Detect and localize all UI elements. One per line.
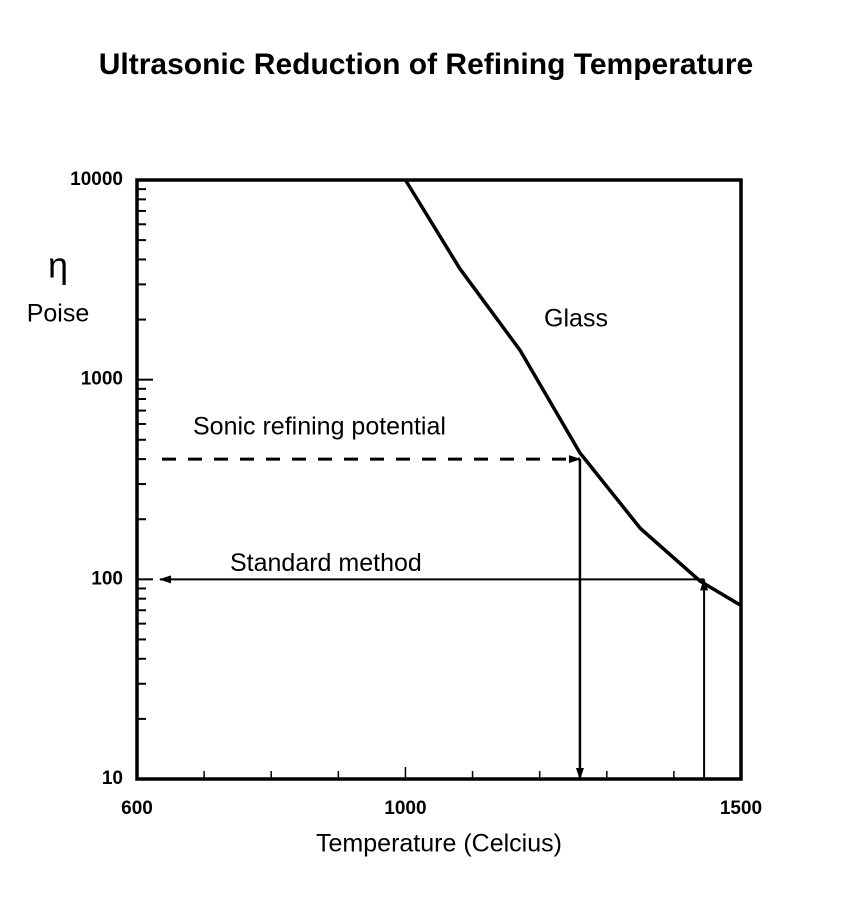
x-tick-label: 1000 — [384, 798, 426, 819]
chart-title: Ultrasonic Reduction of Refining Tempera… — [99, 48, 754, 81]
reference-label: Sonic refining potential — [193, 413, 446, 441]
x-axis-label: Temperature (Celcius) — [316, 830, 562, 858]
series-label: Glass — [544, 305, 608, 333]
y-tick-label: 100 — [91, 568, 123, 589]
y-tick-label: 10000 — [70, 169, 123, 190]
x-tick-label: 1500 — [720, 798, 762, 819]
curve — [403, 179, 742, 607]
y-tick-label: 10 — [102, 768, 123, 789]
y-tick-label: 1000 — [81, 369, 123, 390]
plot-frame — [135, 178, 743, 781]
y-axis-label: η — [48, 245, 68, 286]
x-tick-label: 600 — [121, 798, 153, 819]
reference-label: Standard method — [230, 549, 422, 577]
y-axis-unit: Poise — [27, 300, 90, 328]
